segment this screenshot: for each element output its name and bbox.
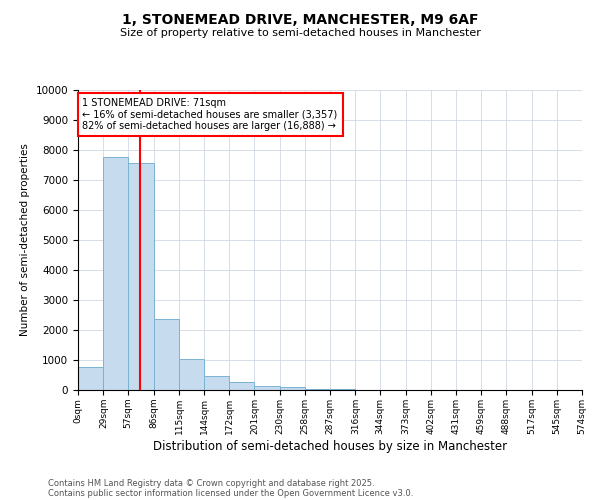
Text: Contains HM Land Registry data © Crown copyright and database right 2025.: Contains HM Land Registry data © Crown c… [48,478,374,488]
Bar [305,388,330,390]
Text: Contains public sector information licensed under the Open Government Licence v3: Contains public sector information licen… [48,488,413,498]
Bar [254,386,280,390]
Bar [78,366,103,390]
Text: Size of property relative to semi-detached houses in Manchester: Size of property relative to semi-detach… [119,28,481,38]
Bar [154,318,179,390]
Bar [229,382,254,390]
Bar [205,376,229,390]
Text: 1, STONEMEAD DRIVE, MANCHESTER, M9 6AF: 1, STONEMEAD DRIVE, MANCHESTER, M9 6AF [122,12,478,26]
Bar [128,162,154,390]
Bar [179,360,205,390]
Bar [280,388,305,390]
Y-axis label: Number of semi-detached properties: Number of semi-detached properties [20,144,30,336]
Text: 1 STONEMEAD DRIVE: 71sqm
← 16% of semi-detached houses are smaller (3,357)
82% o: 1 STONEMEAD DRIVE: 71sqm ← 16% of semi-d… [82,98,338,130]
Bar [103,156,128,390]
X-axis label: Distribution of semi-detached houses by size in Manchester: Distribution of semi-detached houses by … [153,440,507,452]
